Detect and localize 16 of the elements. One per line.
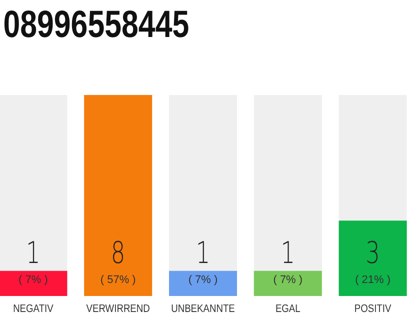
data-label: 1 (280, 236, 296, 271)
annotation: ( 21% ) (355, 274, 391, 286)
annotation: ( 7% ) (18, 274, 48, 286)
chart-title: 08996558445 (3, 4, 190, 46)
annotation: ( 57% ) (100, 274, 136, 286)
annotation: ( 7% ) (188, 274, 218, 286)
data-label: 1 (196, 236, 210, 271)
x-tick-label: EGAL (275, 303, 301, 316)
x-tick-label: UNBEKANNTE (171, 303, 236, 316)
x-tick-label: NEGATIV (13, 303, 54, 316)
annotation: ( 7% ) (273, 274, 303, 286)
x-tick-label: VERWIRREND (86, 303, 150, 316)
data-label: 3 (366, 236, 380, 271)
data-label: 8 (110, 236, 126, 271)
data-label: 1 (26, 236, 40, 271)
x-tick-label: POSITIV (354, 303, 392, 316)
